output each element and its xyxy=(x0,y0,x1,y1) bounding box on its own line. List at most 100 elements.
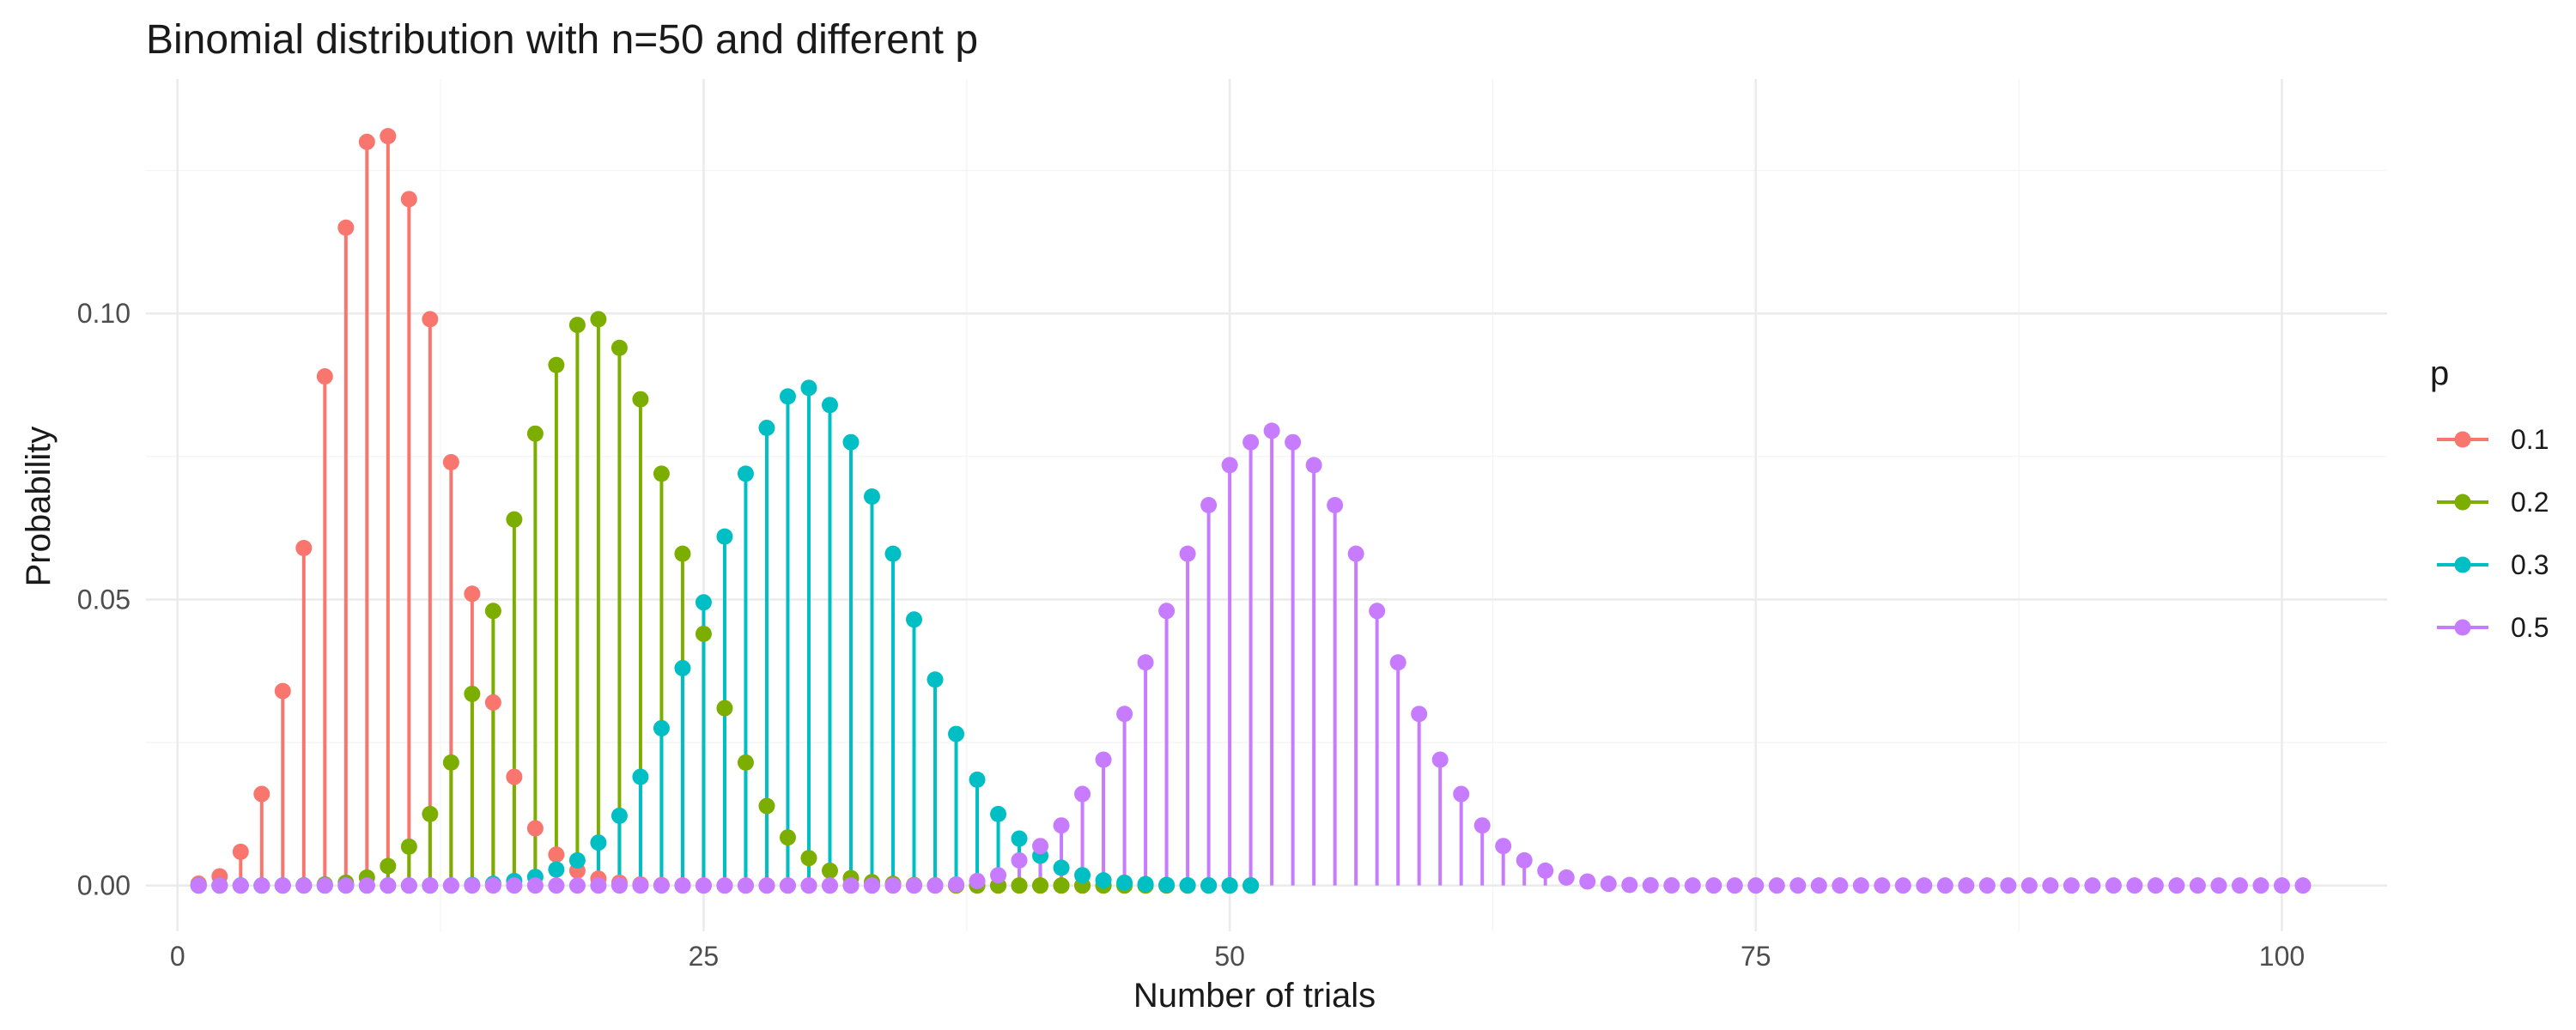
point-p0.5 xyxy=(1179,545,1196,562)
point-p0.2 xyxy=(568,317,586,334)
point-p0.5 xyxy=(2147,877,2164,894)
x-tick-label: 100 xyxy=(2259,941,2305,972)
plot-grid xyxy=(146,79,2387,931)
point-p0.5 xyxy=(779,877,796,894)
x-tick-label: 75 xyxy=(1741,941,1771,972)
point-p0.3 xyxy=(1116,874,1133,891)
point-p0.3 xyxy=(1200,877,1218,894)
point-p0.5 xyxy=(2168,877,2185,894)
x-axis-title: Number of trials xyxy=(1133,977,1376,1015)
point-p0.3 xyxy=(568,851,586,869)
point-p0.5 xyxy=(1810,877,1827,894)
point-p0.5 xyxy=(1431,751,1449,768)
point-p0.5 xyxy=(1852,877,1869,894)
point-p0.5 xyxy=(1473,817,1491,834)
point-p0.3 xyxy=(737,465,754,482)
point-p0.5 xyxy=(1116,706,1133,723)
point-p0.3 xyxy=(969,771,986,788)
point-p0.5 xyxy=(2294,877,2312,894)
point-p0.3 xyxy=(821,397,838,414)
point-p0.5 xyxy=(1095,751,1112,768)
point-p0.5 xyxy=(484,877,501,894)
point-p0.2 xyxy=(548,356,565,373)
point-p0.5 xyxy=(1389,654,1406,671)
point-p0.1 xyxy=(400,191,417,208)
point-p0.3 xyxy=(695,594,712,611)
point-p0.2 xyxy=(464,685,481,702)
point-p0.5 xyxy=(948,876,965,893)
point-p0.2 xyxy=(1011,877,1028,894)
point-p0.5 xyxy=(632,877,649,894)
point-p0.5 xyxy=(548,877,565,894)
point-p0.3 xyxy=(1179,876,1196,894)
legend-key-point xyxy=(2454,556,2471,573)
point-p0.1 xyxy=(442,454,459,471)
point-p0.1 xyxy=(506,768,523,785)
y-tick-label: 0.00 xyxy=(77,870,131,901)
point-p0.5 xyxy=(863,877,880,894)
x-tick-label: 50 xyxy=(1214,941,1245,972)
point-p0.5 xyxy=(758,877,775,894)
point-p0.5 xyxy=(1200,497,1218,513)
point-p0.3 xyxy=(1011,830,1028,847)
point-p0.3 xyxy=(1095,872,1112,889)
point-p0.5 xyxy=(1263,422,1280,439)
point-p0.3 xyxy=(1137,876,1154,893)
point-p0.5 xyxy=(1936,877,1953,894)
legend-key-point xyxy=(2454,619,2471,636)
point-p0.3 xyxy=(990,805,1007,822)
point-p0.2 xyxy=(653,465,670,482)
point-p0.3 xyxy=(906,611,923,628)
point-p0.3 xyxy=(632,768,649,785)
point-p0.1 xyxy=(232,843,249,860)
point-p0.5 xyxy=(611,877,628,894)
point-p0.5 xyxy=(2273,877,2290,894)
point-p0.5 xyxy=(253,877,270,894)
point-p0.5 xyxy=(2042,877,2059,894)
point-p0.5 xyxy=(380,877,397,894)
point-p0.3 xyxy=(758,420,775,437)
point-p0.5 xyxy=(906,877,923,894)
point-p0.5 xyxy=(1684,877,1701,894)
point-p0.5 xyxy=(358,877,375,894)
legend: p 0.1 0.2 0.3 0.5 xyxy=(2430,354,2549,643)
chart-title: Binomial distribution with n=50 and diff… xyxy=(146,17,978,63)
point-p0.5 xyxy=(422,877,439,894)
legend-title: p xyxy=(2430,354,2449,392)
point-p0.5 xyxy=(800,877,817,894)
point-p0.2 xyxy=(380,857,397,875)
point-p0.5 xyxy=(568,877,586,894)
point-p0.5 xyxy=(274,877,291,894)
point-p0.5 xyxy=(1074,785,1091,803)
point-p0.3 xyxy=(1053,859,1070,876)
point-p0.5 xyxy=(1621,876,1638,894)
point-p0.5 xyxy=(1516,851,1533,869)
point-p0.5 xyxy=(2231,877,2248,894)
point-p0.3 xyxy=(927,671,944,688)
point-p0.2 xyxy=(422,805,439,822)
point-p0.5 xyxy=(1958,877,1975,894)
point-p0.5 xyxy=(1663,877,1680,894)
point-p0.2 xyxy=(442,754,459,771)
point-p0.5 xyxy=(1285,433,1302,451)
point-p0.1 xyxy=(484,694,501,711)
point-p0.5 xyxy=(2252,877,2269,894)
point-p0.1 xyxy=(337,219,355,236)
point-p0.3 xyxy=(884,545,902,562)
point-p0.1 xyxy=(548,846,565,863)
point-p0.3 xyxy=(1074,867,1091,884)
legend-key-point xyxy=(2454,431,2471,448)
point-p0.3 xyxy=(653,719,670,736)
point-p0.5 xyxy=(1221,457,1238,474)
point-p0.5 xyxy=(1011,851,1028,869)
point-p0.5 xyxy=(674,877,691,894)
point-p0.5 xyxy=(653,877,670,894)
point-p0.5 xyxy=(1327,497,1344,513)
point-p0.5 xyxy=(400,877,417,894)
point-p0.5 xyxy=(1032,838,1049,855)
point-p0.5 xyxy=(884,877,902,894)
axis-ticks: 0 25 50 75 100 0.00 0.05 0.10 xyxy=(77,298,2305,972)
y-tick-label: 0.10 xyxy=(77,298,131,329)
point-p0.2 xyxy=(506,511,523,528)
point-p0.5 xyxy=(2084,877,2101,894)
